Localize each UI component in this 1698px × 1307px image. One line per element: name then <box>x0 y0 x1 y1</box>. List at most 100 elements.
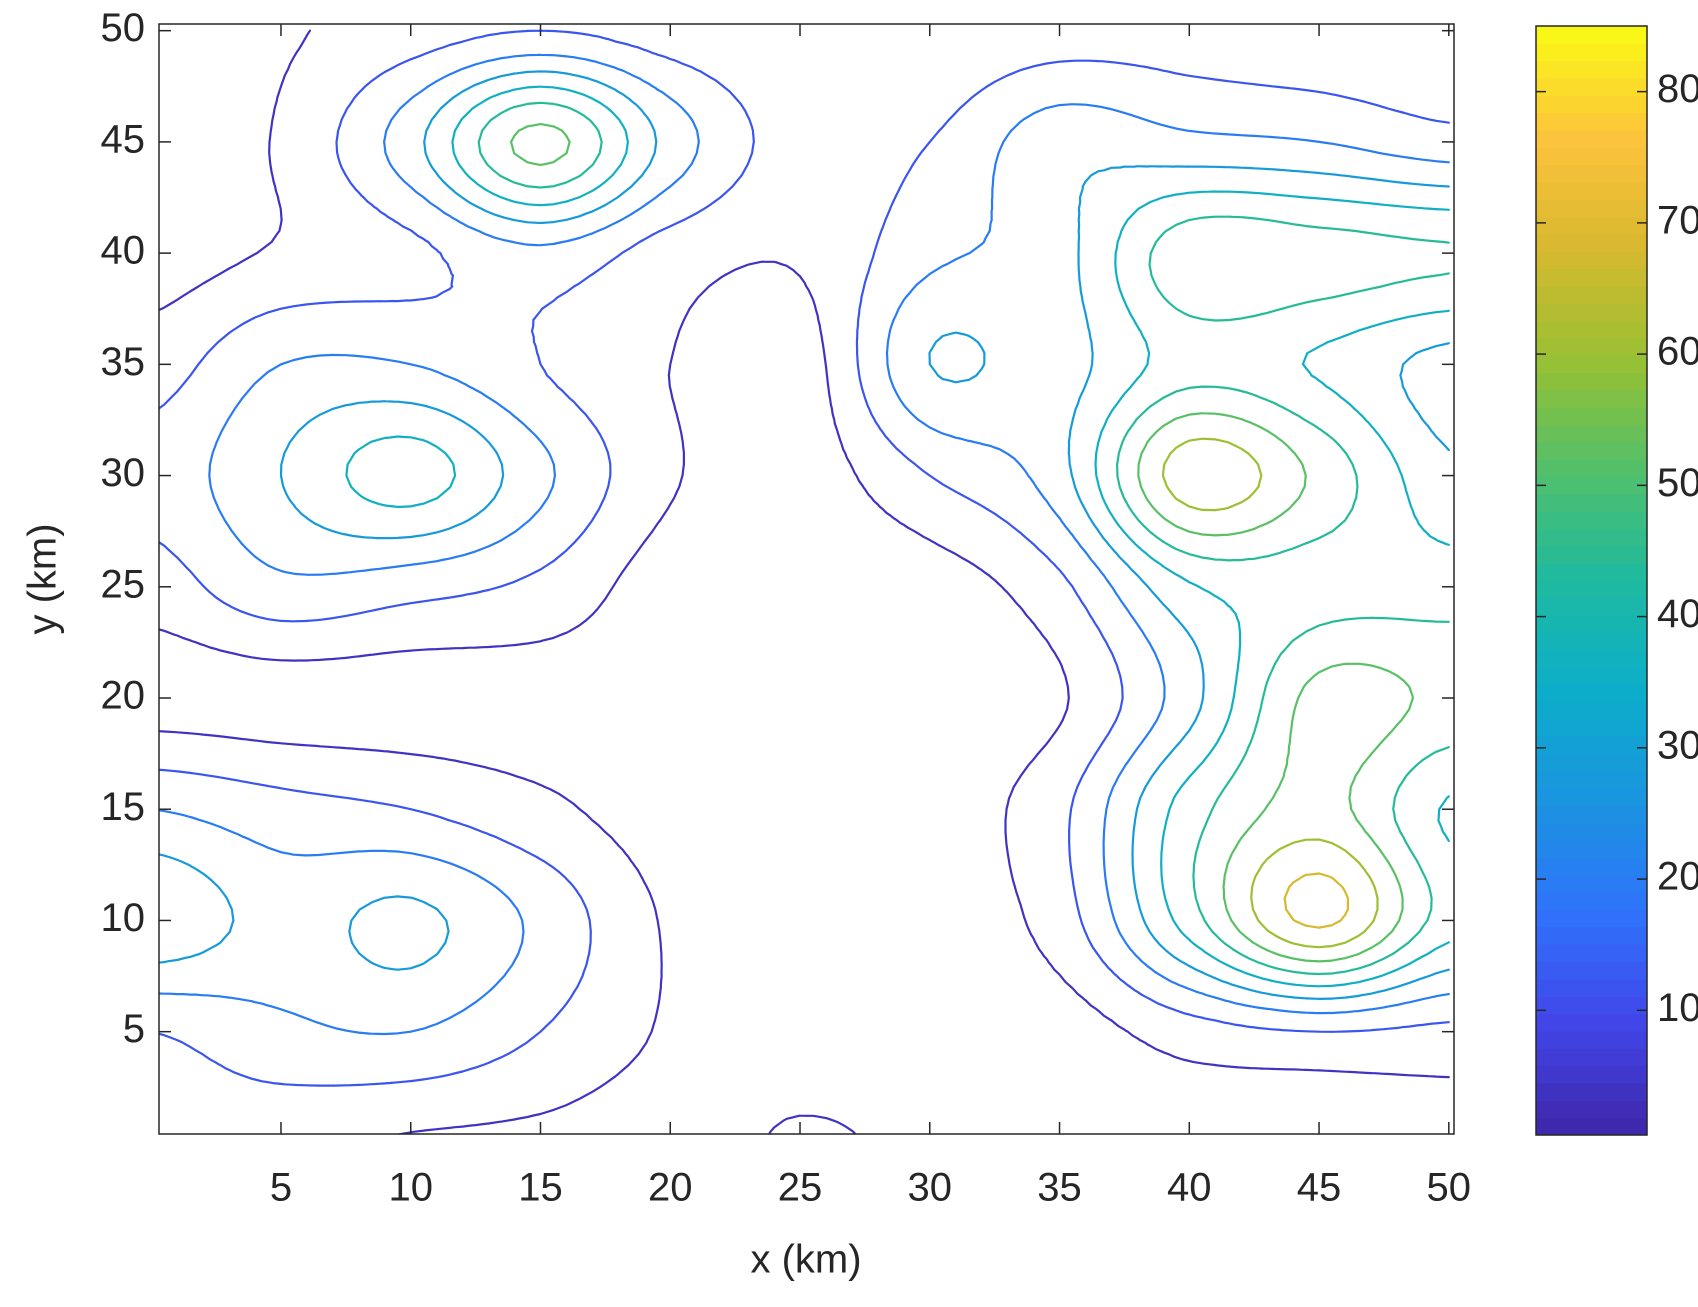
colorbar-tick-label: 20 <box>1657 855 1698 899</box>
colorbar-swatch <box>1536 857 1647 876</box>
colorbar-tick-label: 10 <box>1657 986 1698 1030</box>
x-tick-label: 45 <box>1297 1166 1342 1210</box>
colorbar-swatch <box>1536 94 1647 114</box>
colorbar-swatch <box>1536 112 1647 131</box>
colorbar-swatch <box>1536 787 1647 807</box>
colorbar-swatch <box>1536 597 1647 616</box>
y-tick-label: 30 <box>101 451 146 495</box>
colorbar-swatch <box>1536 216 1647 235</box>
x-tick-label: 30 <box>908 1166 953 1210</box>
colorbar-swatch <box>1536 683 1647 703</box>
colorbar-swatch <box>1536 493 1647 512</box>
colorbar-swatch <box>1536 1030 1647 1049</box>
colorbar-swatch <box>1536 995 1647 1015</box>
colorbar-swatch <box>1536 545 1647 564</box>
y-tick-label: 25 <box>101 562 146 606</box>
colorbar-tick-label: 80 <box>1657 67 1698 111</box>
colorbar-swatch <box>1536 805 1647 824</box>
colorbar-box <box>1535 25 1648 1136</box>
colorbar-tick-label: 60 <box>1657 330 1698 374</box>
colorbar-swatch <box>1536 631 1647 651</box>
colorbar-swatch <box>1536 164 1647 183</box>
axes-box <box>158 23 1455 1135</box>
colorbar-swatch <box>1536 822 1647 841</box>
y-tick-label: 5 <box>123 1007 145 1051</box>
colorbar-swatch <box>1536 874 1647 893</box>
colorbar-swatch <box>1536 406 1647 426</box>
plot-area <box>159 29 1450 1134</box>
contour-line <box>1161 437 1379 949</box>
colorbar-swatch <box>1536 943 1647 963</box>
colorbar-swatch <box>1536 268 1647 287</box>
x-axis-label: x (km) <box>750 1238 861 1282</box>
x-tick-label: 50 <box>1427 1166 1472 1210</box>
colorbar-swatch <box>1536 1047 1647 1067</box>
colorbar-swatch <box>1536 580 1647 599</box>
y-tick-label: 35 <box>101 340 146 384</box>
colorbar-swatch <box>1536 528 1647 547</box>
colorbar-swatch <box>1536 510 1647 530</box>
colorbar-swatch <box>1536 891 1647 911</box>
colorbar-swatch <box>1536 926 1647 945</box>
colorbar-swatch <box>1536 753 1647 772</box>
colorbar-swatch <box>1536 770 1647 789</box>
colorbar-swatch <box>1536 701 1647 720</box>
colorbar-swatch <box>1536 233 1647 252</box>
contour-line <box>477 101 1450 976</box>
colorbar-swatch <box>1536 302 1647 322</box>
y-tick-label: 10 <box>101 896 146 940</box>
colorbar-tick-label: 40 <box>1657 592 1698 636</box>
y-tick-label: 15 <box>101 785 146 829</box>
x-tick-label: 20 <box>648 1166 693 1210</box>
colorbar-swatch <box>1536 372 1647 391</box>
colorbar-swatch <box>1536 60 1647 79</box>
colorbar-swatch <box>1536 389 1647 408</box>
colorbar-swatch <box>1536 909 1647 928</box>
colorbar-tick-label: 50 <box>1657 461 1698 505</box>
y-tick-label: 45 <box>101 117 146 161</box>
colorbar-swatch <box>1536 1065 1647 1084</box>
colorbar-swatch <box>1536 146 1647 166</box>
colorbar-swatch <box>1536 476 1647 495</box>
contour-line <box>159 70 1450 1000</box>
colorbar-swatch <box>1536 718 1647 737</box>
colorbar-swatch <box>1536 1117 1647 1136</box>
colorbar-swatch <box>1536 25 1647 44</box>
colorbar-swatch <box>1536 839 1647 859</box>
contour-line <box>159 53 1450 1036</box>
x-tick-label: 10 <box>388 1166 433 1210</box>
colorbar-swatch <box>1536 458 1647 478</box>
colorbar-tick-label: 70 <box>1657 198 1698 242</box>
contour-line <box>510 123 1414 963</box>
colorbar-swatch <box>1536 354 1647 374</box>
colorbar-swatch <box>1536 614 1647 633</box>
colorbar-swatch <box>1536 320 1647 339</box>
x-tick-label: 40 <box>1167 1166 1212 1210</box>
colorbar-swatch <box>1536 441 1647 460</box>
y-tick-label: 50 <box>101 6 146 50</box>
x-tick-label: 25 <box>778 1166 823 1210</box>
colorbar-swatch <box>1536 1082 1647 1101</box>
colorbar-swatch <box>1536 649 1647 668</box>
colorbar-tick-label: 30 <box>1657 723 1698 767</box>
contour-line <box>159 29 1450 1134</box>
colorbar-swatch <box>1536 562 1647 581</box>
contour-line <box>345 85 1450 988</box>
y-axis-label: y (km) <box>21 523 65 634</box>
x-tick-label: 15 <box>518 1166 563 1210</box>
contour-line <box>159 29 1450 1087</box>
colorbar-swatch <box>1536 181 1647 200</box>
y-tick-label: 20 <box>101 674 146 718</box>
colorbar <box>1536 25 1647 1136</box>
y-tick-label: 40 <box>101 229 146 273</box>
colorbar-swatch <box>1536 666 1647 685</box>
contour-line <box>1283 872 1349 929</box>
colorbar-swatch <box>1536 735 1647 755</box>
colorbar-swatch <box>1536 978 1647 997</box>
colorbar-swatch <box>1536 1099 1647 1119</box>
x-tick-label: 35 <box>1037 1166 1082 1210</box>
colorbar-swatch <box>1536 337 1647 356</box>
colorbar-swatch <box>1536 424 1647 443</box>
